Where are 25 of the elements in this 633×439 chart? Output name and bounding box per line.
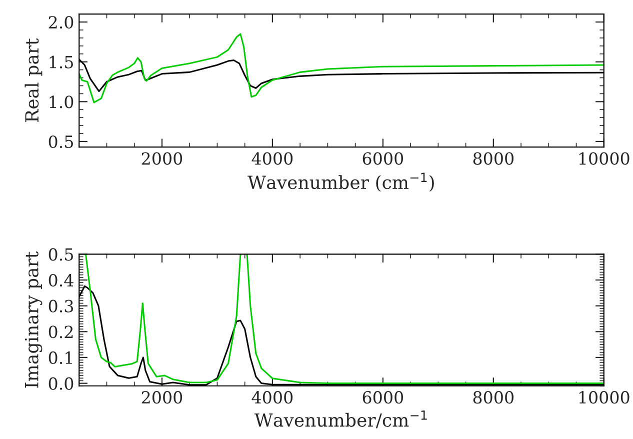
- line-series: [79, 33, 604, 104]
- y-tick-label: 0.2: [48, 326, 73, 338]
- y-axis-title: Real part: [24, 38, 42, 122]
- y-tick-label: 2.0: [48, 16, 74, 29]
- x-tick-label: 4000: [252, 391, 293, 404]
- y-tick-label: 0.4: [48, 274, 74, 287]
- y-tick-label: 0.5: [48, 248, 73, 261]
- x-tick-label: 2000: [142, 391, 182, 404]
- y-axis-title: Imaginary part: [24, 251, 42, 388]
- y-tick-label: 0.5: [48, 135, 73, 148]
- x-tick-label: 2000: [142, 152, 182, 165]
- y-tick-label: 1.5: [50, 56, 73, 68]
- x-tick-label: 8000: [473, 152, 514, 165]
- x-axis-title: Wavenumber (cm$^{−1}$): [248, 172, 434, 192]
- x-axis-title: Wavenumber/cm$^{−1}$: [254, 410, 427, 428]
- x-tick-label: 8000: [473, 391, 514, 404]
- y-tick-label: 0.3: [48, 300, 74, 312]
- y-tick-label: 0.1: [48, 351, 72, 364]
- x-tick-label: 10000: [579, 391, 630, 404]
- x-tick-label: 6000: [362, 152, 404, 165]
- x-tick-label: 10000: [579, 152, 630, 165]
- y-tick-label: 0.0: [48, 377, 74, 390]
- y-tick-label: 1.0: [50, 96, 74, 108]
- x-tick-label: 4000: [252, 152, 293, 165]
- x-tick-label: 6000: [362, 391, 404, 404]
